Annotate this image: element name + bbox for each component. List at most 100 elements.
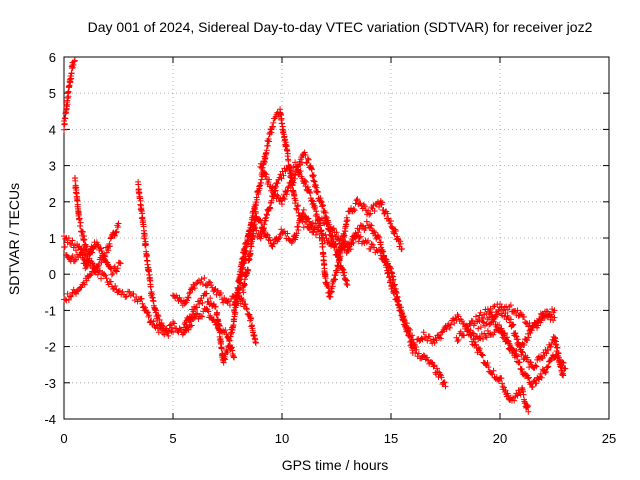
data-point: [395, 301, 402, 308]
y-tick-label: -2: [44, 340, 56, 355]
data-point: [368, 222, 375, 229]
series-trace-j: [239, 206, 449, 390]
data-point: [190, 308, 197, 315]
data-point: [357, 200, 364, 207]
data-point: [543, 350, 550, 357]
data-point: [81, 236, 88, 243]
data-point: [259, 165, 266, 172]
data-point: [142, 241, 149, 248]
data-point: [108, 271, 115, 278]
data-point: [319, 203, 326, 210]
data-point: [69, 253, 76, 260]
data-point: [391, 289, 398, 296]
data-point: [69, 237, 76, 244]
data-point: [72, 290, 79, 297]
data-point: [332, 241, 339, 248]
data-point: [211, 303, 218, 310]
data-point: [502, 387, 509, 394]
data-point: [203, 290, 210, 297]
data-point: [392, 226, 399, 233]
data-point: [79, 228, 86, 235]
data-point: [218, 338, 225, 345]
data-point: [130, 290, 137, 297]
series-trace-n: [475, 304, 567, 379]
data-point: [355, 229, 362, 236]
data-point: [222, 356, 229, 363]
data-point: [263, 231, 270, 238]
data-point: [144, 309, 151, 316]
data-point: [479, 351, 486, 358]
data-point: [280, 195, 287, 202]
data-point: [560, 372, 567, 379]
data-point: [294, 203, 301, 210]
data-point: [90, 261, 97, 268]
data-point: [418, 335, 425, 342]
data-point: [353, 197, 360, 204]
data-point: [194, 310, 201, 317]
data-point: [498, 375, 505, 382]
data-point: [507, 316, 514, 323]
data-point: [305, 215, 312, 222]
data-point: [176, 325, 183, 332]
data-point: [387, 277, 394, 284]
data-point: [205, 278, 212, 285]
data-point: [287, 184, 294, 191]
data-point: [472, 341, 479, 348]
y-tick-label: 4: [49, 122, 56, 137]
data-point: [305, 156, 312, 163]
data-point: [451, 320, 458, 327]
data-point: [397, 307, 404, 314]
data-point: [525, 374, 532, 381]
data-point: [308, 166, 315, 173]
data-point: [253, 196, 260, 203]
data-point: [162, 327, 169, 334]
data-point: [243, 241, 250, 248]
data-point: [224, 348, 231, 355]
series-trace-o: [453, 322, 569, 391]
data-point: [340, 267, 347, 274]
data-point: [274, 180, 281, 187]
y-tick-label: -3: [44, 376, 56, 391]
data-point: [336, 256, 343, 263]
data-point: [562, 365, 569, 372]
data-point: [61, 243, 68, 250]
data-point: [198, 276, 205, 283]
data-point: [260, 225, 267, 232]
data-point: [113, 228, 120, 235]
data-point: [170, 329, 176, 336]
data-point: [324, 217, 331, 224]
data-point: [269, 183, 276, 190]
data-point: [197, 313, 204, 320]
data-point: [499, 380, 506, 387]
data-point: [485, 364, 492, 371]
data-point: [497, 304, 503, 311]
series-trace-i: [231, 159, 405, 315]
data-point: [428, 359, 435, 366]
data-point: [150, 318, 157, 325]
y-axis-label: SDTVAR / TECUs: [6, 183, 22, 295]
data-point: [177, 326, 184, 333]
data-point: [510, 321, 517, 328]
series-trace-e: [71, 174, 96, 260]
data-point: [322, 275, 329, 282]
data-points: [61, 57, 569, 415]
data-point: [240, 289, 247, 296]
data-point: [69, 64, 76, 71]
data-point: [332, 240, 339, 247]
data-point: [155, 313, 162, 320]
data-point: [524, 354, 531, 361]
data-point: [241, 247, 248, 254]
data-point: [415, 350, 422, 357]
data-point: [284, 230, 291, 237]
data-point: [139, 300, 146, 307]
data-point: [217, 290, 224, 297]
data-point: [284, 187, 291, 194]
data-point: [406, 333, 413, 340]
data-point: [430, 363, 437, 370]
data-point: [423, 354, 430, 361]
data-point: [257, 160, 264, 167]
data-point: [205, 308, 212, 315]
data-point: [295, 167, 302, 174]
data-point: [81, 281, 88, 288]
data-point: [438, 374, 445, 381]
